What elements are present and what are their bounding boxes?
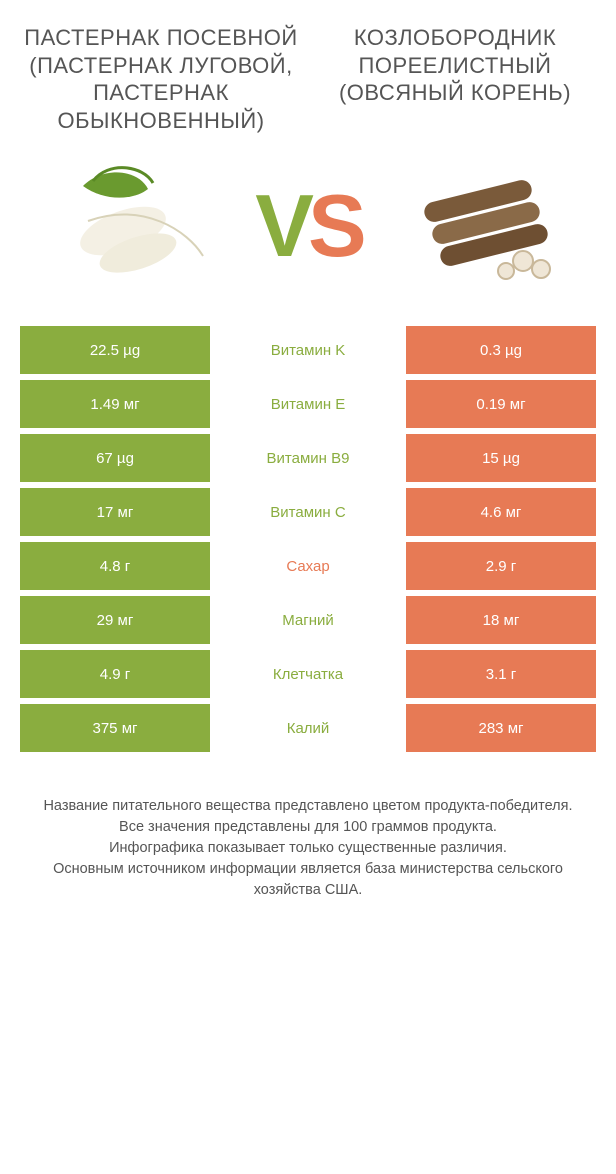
vs-label: VS <box>251 182 364 270</box>
left-value: 22.5 µg <box>20 326 210 374</box>
right-value: 15 µg <box>406 434 596 482</box>
table-row: 22.5 µgВитамин K0.3 µg <box>20 326 596 374</box>
nutrient-label: Витамин C <box>210 488 406 536</box>
table-row: 375 мгКалий283 мг <box>20 704 596 752</box>
right-value: 0.19 мг <box>406 380 596 428</box>
footer-line: Все значения представлены для 100 граммо… <box>28 817 588 838</box>
table-row: 17 мгВитамин C4.6 мг <box>20 488 596 536</box>
nutrient-label: Магний <box>210 596 406 644</box>
titles-row: ПАСТЕРНАК ПОСЕВНОЙ (ПАСТЕРНАК ЛУГОВОЙ, П… <box>20 24 596 134</box>
right-food-image <box>371 156 596 296</box>
footer-line: Название питательного вещества представл… <box>28 796 588 817</box>
nutrient-label: Витамин K <box>210 326 406 374</box>
table-row: 1.49 мгВитамин E0.19 мг <box>20 380 596 428</box>
left-title: ПАСТЕРНАК ПОСЕВНОЙ (ПАСТЕРНАК ЛУГОВОЙ, П… <box>20 24 302 134</box>
right-value: 18 мг <box>406 596 596 644</box>
footer-line: Основным источником информации является … <box>28 859 588 901</box>
left-value: 4.8 г <box>20 542 210 590</box>
nutrient-label: Сахар <box>210 542 406 590</box>
right-value: 4.6 мг <box>406 488 596 536</box>
infographic-container: ПАСТЕРНАК ПОСЕВНОЙ (ПАСТЕРНАК ЛУГОВОЙ, П… <box>0 0 616 921</box>
comparison-table: 22.5 µgВитамин K0.3 µg 1.49 мгВитамин E0.… <box>20 326 596 752</box>
nutrient-label: Клетчатка <box>210 650 406 698</box>
table-row: 67 µgВитамин B915 µg <box>20 434 596 482</box>
table-row: 29 мгМагний18 мг <box>20 596 596 644</box>
footer-line: Инфографика показывает только существенн… <box>28 838 588 859</box>
left-value: 17 мг <box>20 488 210 536</box>
right-value: 0.3 µg <box>406 326 596 374</box>
vs-row: VS <box>20 156 596 296</box>
salsify-icon <box>403 161 563 291</box>
right-value: 2.9 г <box>406 542 596 590</box>
left-value: 375 мг <box>20 704 210 752</box>
right-value: 283 мг <box>406 704 596 752</box>
right-title: КОЗЛОБОРОДНИК ПОРЕЕЛИСТНЫЙ (ОВСЯНЫЙ КОРЕ… <box>314 24 596 107</box>
left-value: 29 мг <box>20 596 210 644</box>
footer-notes: Название питательного вещества представл… <box>20 796 596 921</box>
right-value: 3.1 г <box>406 650 596 698</box>
nutrient-label: Калий <box>210 704 406 752</box>
table-row: 4.9 гКлетчатка3.1 г <box>20 650 596 698</box>
left-value: 4.9 г <box>20 650 210 698</box>
parsnip-icon <box>53 161 213 291</box>
nutrient-label: Витамин B9 <box>210 434 406 482</box>
left-food-image <box>20 156 245 296</box>
vs-s: S <box>308 182 361 270</box>
left-value: 1.49 мг <box>20 380 210 428</box>
vs-v: V <box>255 182 308 270</box>
table-row: 4.8 гСахар2.9 г <box>20 542 596 590</box>
left-value: 67 µg <box>20 434 210 482</box>
nutrient-label: Витамин E <box>210 380 406 428</box>
